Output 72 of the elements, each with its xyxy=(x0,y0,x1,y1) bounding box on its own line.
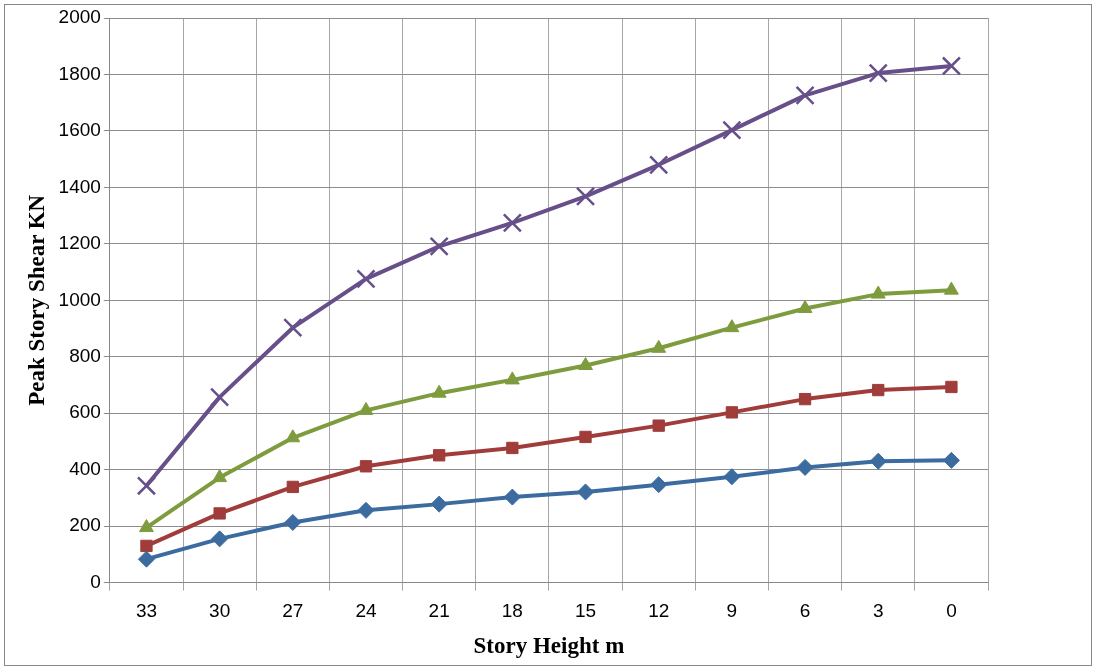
x-tick-label: 9 xyxy=(726,600,738,622)
y-tick-label: 1800 xyxy=(58,62,101,84)
y-tick-label: 1600 xyxy=(58,119,101,141)
point xyxy=(503,488,521,506)
y-tick-label: 1400 xyxy=(58,175,101,197)
y-tick-label: 600 xyxy=(69,401,101,423)
point xyxy=(798,392,812,406)
point xyxy=(283,317,303,338)
y-tick-label: 2000 xyxy=(58,6,101,28)
point xyxy=(870,285,886,299)
point xyxy=(725,406,739,419)
point xyxy=(139,519,154,533)
point xyxy=(140,539,153,553)
point xyxy=(137,550,155,568)
x-tick-label: 30 xyxy=(209,600,231,622)
point xyxy=(136,476,157,496)
x-tick-label: 33 xyxy=(135,600,158,622)
point xyxy=(724,319,740,333)
x-tick-label: 24 xyxy=(355,600,377,622)
point xyxy=(796,458,814,476)
x-tick-label: 18 xyxy=(501,600,523,622)
point xyxy=(872,383,885,397)
point xyxy=(795,85,815,106)
point xyxy=(942,451,960,469)
point xyxy=(648,155,669,175)
point xyxy=(578,357,593,371)
point xyxy=(650,476,668,494)
point xyxy=(869,452,887,470)
point xyxy=(941,56,962,76)
point xyxy=(579,430,592,444)
point xyxy=(577,483,595,501)
point xyxy=(212,469,228,483)
point xyxy=(502,213,523,233)
point xyxy=(213,507,226,520)
y-axis-title: Peak Story Shear KN xyxy=(23,194,49,406)
point xyxy=(722,120,742,140)
point xyxy=(209,387,230,407)
point xyxy=(651,339,667,353)
y-tick-label: 1200 xyxy=(58,232,101,254)
y-tick-label: 200 xyxy=(69,514,101,536)
point xyxy=(433,449,446,462)
point xyxy=(945,380,958,394)
point xyxy=(723,468,741,486)
x-axis-title: Story Height m xyxy=(473,633,625,659)
point xyxy=(943,281,959,295)
x-tick-label: 3 xyxy=(872,600,884,622)
point xyxy=(356,269,376,289)
y-tick-label: 1000 xyxy=(58,288,101,310)
point xyxy=(504,371,520,385)
point xyxy=(359,460,373,473)
x-tick-label: 0 xyxy=(946,600,957,622)
x-tick-label: 12 xyxy=(648,600,670,622)
y-tick-label: 800 xyxy=(69,344,101,366)
y-tick-label: 400 xyxy=(69,457,101,479)
point xyxy=(284,513,302,531)
x-tick-label: 15 xyxy=(574,600,597,622)
point xyxy=(430,495,448,513)
x-tick-label: 21 xyxy=(428,600,450,622)
y-tick-label: 0 xyxy=(90,570,101,592)
point xyxy=(868,63,888,83)
point xyxy=(357,501,375,519)
point xyxy=(286,480,299,494)
point xyxy=(431,384,447,398)
point xyxy=(358,401,374,415)
point xyxy=(652,419,665,432)
point xyxy=(575,186,596,207)
point xyxy=(211,530,229,548)
point xyxy=(429,236,449,257)
x-tick-label: 6 xyxy=(799,600,811,622)
x-tick-label: 27 xyxy=(282,600,304,622)
point xyxy=(506,441,519,455)
point xyxy=(285,429,301,443)
